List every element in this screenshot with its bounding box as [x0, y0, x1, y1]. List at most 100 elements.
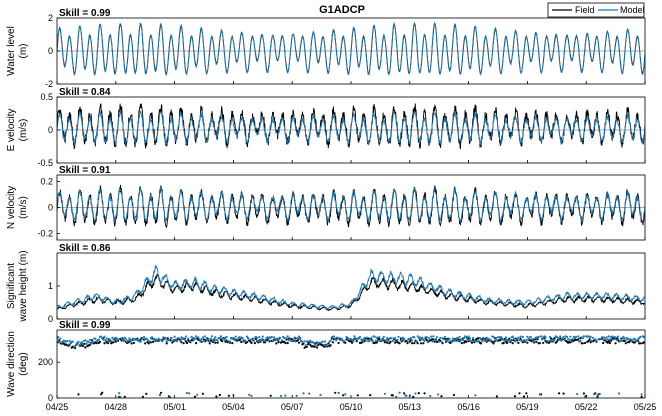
data-point: [394, 337, 397, 340]
data-point: [577, 338, 580, 341]
series-line-field: [57, 273, 645, 312]
data-point: [559, 335, 562, 338]
data-point: [269, 394, 272, 397]
data-point: [403, 392, 406, 395]
data-point: [261, 335, 264, 338]
data-point: [275, 342, 278, 345]
data-point: [547, 340, 551, 343]
data-point: [438, 340, 441, 343]
data-point: [98, 340, 102, 343]
data-point: [58, 339, 61, 342]
data-point: [256, 336, 259, 339]
data-point: [429, 394, 432, 398]
data-point: [589, 335, 592, 338]
data-point: [112, 341, 115, 344]
data-point: [369, 394, 372, 397]
data-point: [412, 395, 415, 398]
data-point: [280, 339, 284, 342]
data-point: [391, 394, 394, 397]
data-point: [590, 339, 594, 342]
series-line-model: [57, 186, 645, 224]
data-point: [502, 342, 505, 345]
data-point: [526, 335, 529, 338]
data-point: [606, 338, 609, 341]
data-point: [525, 339, 528, 342]
data-point: [398, 391, 401, 394]
data-point: [164, 337, 167, 340]
data-point: [615, 339, 618, 342]
data-point: [640, 395, 643, 398]
data-point: [521, 341, 525, 344]
data-point: [130, 342, 133, 345]
data-point: [579, 339, 582, 342]
data-point: [196, 393, 199, 396]
data-point: [371, 339, 374, 342]
chart-title: G1ADCP: [319, 4, 365, 16]
data-point: [334, 391, 337, 394]
data-point: [450, 340, 453, 343]
data-point: [260, 338, 263, 341]
data-point: [67, 343, 70, 346]
data-point: [293, 336, 296, 339]
data-point: [636, 339, 639, 343]
data-point: [453, 339, 457, 342]
data-point: [331, 341, 334, 344]
data-point: [434, 339, 437, 342]
data-point: [620, 339, 623, 342]
data-point: [150, 336, 154, 339]
legend: Field Model: [547, 2, 645, 18]
data-point: [356, 394, 359, 397]
data-point: [215, 395, 218, 398]
data-point: [75, 343, 78, 346]
data-point: [416, 342, 419, 345]
data-point: [538, 342, 541, 345]
y-tick-label: 1: [48, 281, 53, 291]
data-point: [285, 336, 288, 340]
data-point: [204, 335, 207, 338]
y-tick-label: -0.2: [37, 229, 53, 239]
data-point: [458, 335, 461, 338]
data-point: [422, 342, 425, 345]
data-point: [474, 394, 477, 397]
data-point: [190, 335, 193, 338]
data-point: [195, 342, 198, 345]
y-tick-label: 0: [48, 125, 53, 135]
data-point: [616, 335, 620, 338]
data-point: [426, 340, 429, 343]
data-point: [432, 335, 435, 338]
data-point: [413, 342, 416, 345]
data-point: [68, 339, 71, 342]
data-point: [452, 393, 455, 397]
data-point: [288, 338, 291, 341]
data-point: [505, 338, 509, 341]
data-point: [500, 336, 503, 339]
data-point: [216, 339, 219, 342]
series-line-model: [57, 265, 645, 310]
data-point: [621, 337, 624, 340]
data-point: [296, 339, 299, 342]
data-point: [127, 339, 130, 342]
data-point: [202, 339, 206, 343]
data-point: [558, 392, 561, 395]
data-point: [588, 338, 591, 341]
data-point: [84, 346, 87, 349]
data-point: [227, 394, 230, 397]
data-point: [185, 341, 189, 345]
data-point: [143, 336, 146, 339]
data-point: [605, 336, 608, 339]
data-point: [470, 339, 474, 343]
data-point: [278, 336, 281, 339]
data-point: [552, 340, 555, 343]
data-point: [240, 340, 243, 344]
data-point: [106, 342, 109, 345]
data-point: [59, 337, 62, 340]
data-point: [383, 392, 386, 395]
x-axis: 04/25 04/28 05/01 05/04 05/07 05/10 05/13 05/16…: [46, 402, 657, 412]
data-point: [81, 344, 85, 348]
data-point: [271, 339, 275, 342]
y-tick-label: 0.5: [40, 92, 53, 102]
data-point: [233, 338, 236, 341]
data-point: [530, 338, 534, 341]
y-axis-label: E velocity: [6, 109, 17, 152]
data-point: [551, 338, 554, 341]
